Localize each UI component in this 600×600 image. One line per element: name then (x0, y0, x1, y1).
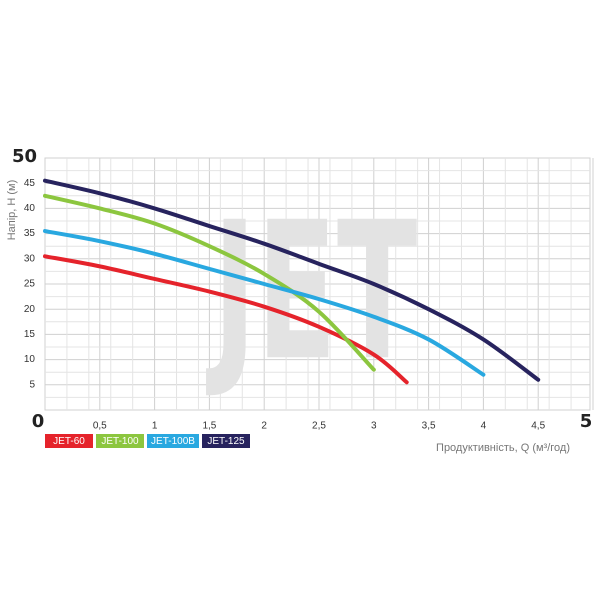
y-tick-label: 35 (24, 228, 36, 239)
x-tick-label: 4,5 (531, 421, 545, 432)
x-tick-label: 3 (371, 421, 377, 432)
grid (44, 157, 594, 411)
x-tick-label: 2,5 (312, 421, 326, 432)
y-axis-title: Напір, Н (м) (6, 180, 18, 241)
series-line (43, 193, 376, 372)
x-axis-title: Продуктивність, Q (м³/год) (436, 442, 570, 454)
y-tick-label: 25 (24, 279, 36, 290)
x-tick-label: 5 (580, 411, 593, 432)
x-tick-label: 3,5 (422, 421, 436, 432)
watermark: JET (206, 182, 417, 403)
legend-swatch (147, 434, 199, 448)
legend-label: JET-125 (207, 436, 245, 447)
series-line (43, 178, 541, 382)
y-tick-label: 30 (24, 253, 36, 264)
legend-label: JET-100 (101, 436, 139, 447)
legend-swatch (45, 434, 93, 448)
y-tick-label: 5 (29, 379, 35, 390)
legend-label: JET-60 (53, 436, 85, 447)
y-tick-label: 45 (24, 178, 36, 189)
x-tick-label: 4 (481, 421, 487, 432)
y-tick-label: 20 (24, 304, 36, 315)
legend-label: JET-100B (151, 436, 195, 447)
legend-swatch (202, 434, 250, 448)
series-line (43, 254, 409, 385)
legend-swatch (96, 434, 144, 448)
x-tick-label: 0 (32, 411, 45, 432)
y-tick-label: 10 (24, 354, 36, 365)
x-tick-label: 1 (152, 421, 158, 432)
series-line (43, 229, 486, 377)
x-tick-label: 0,5 (93, 421, 107, 432)
y-tick-label: 40 (24, 203, 36, 214)
x-tick-label: 2 (261, 421, 267, 432)
y-tick-label: 15 (24, 329, 36, 340)
x-tick-label: 1,5 (202, 421, 216, 432)
y-tick-label: 50 (12, 146, 37, 167)
